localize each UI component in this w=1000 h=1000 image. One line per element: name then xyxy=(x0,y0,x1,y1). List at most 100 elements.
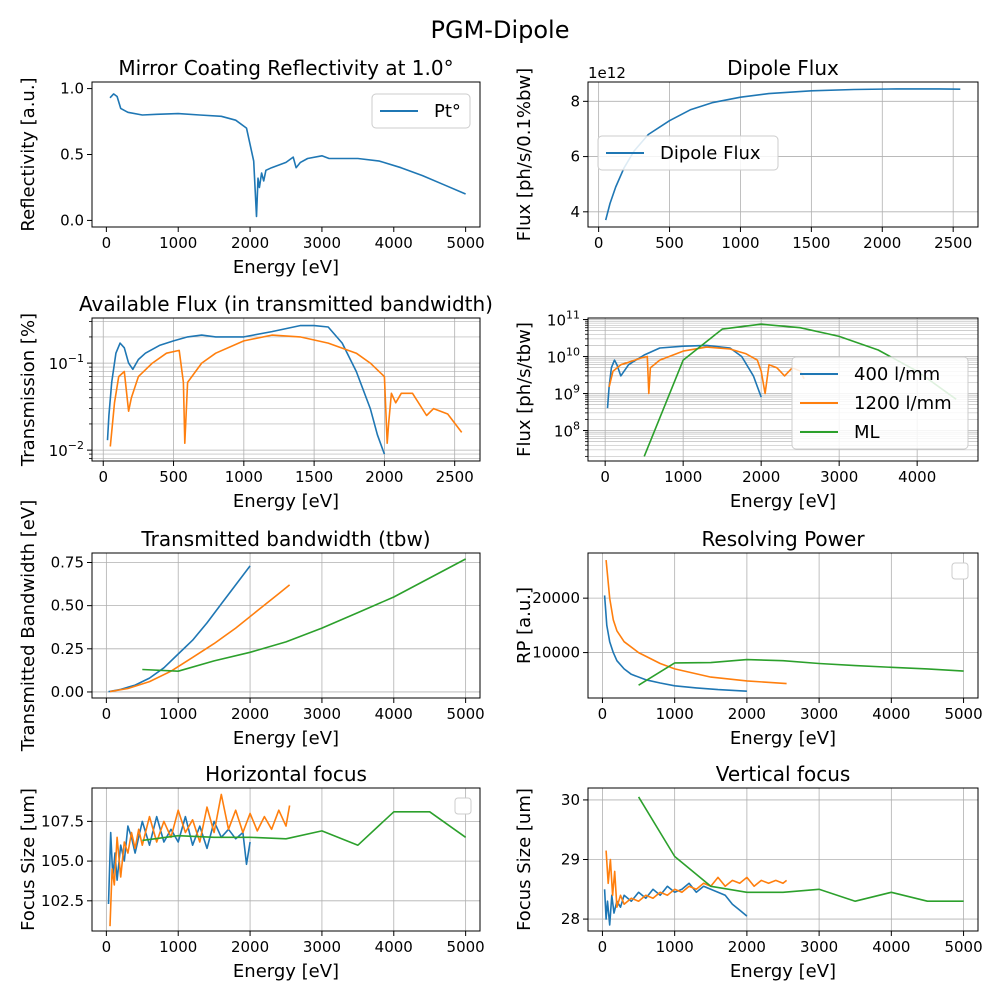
series-line-400-l-mm xyxy=(606,344,762,409)
x-tick-label: 0 xyxy=(102,938,112,956)
x-tick-label: 5000 xyxy=(944,705,982,723)
chart-vertical-focus: 0 1000 2000 3000 4000 5000 28 29 30 Vertical focu… xyxy=(514,762,983,982)
chart-available-flux: 0 500 1000 1500 2000 2500 10−2 10−1 Available Fl… xyxy=(18,292,493,512)
series-line-dipole-flux xyxy=(604,88,961,221)
x-tick-label: 0 xyxy=(102,234,112,252)
x-tick-label: 0 xyxy=(102,705,112,723)
x-tick-label: 4000 xyxy=(898,468,936,486)
x-tick-label: 500 xyxy=(159,468,188,486)
x-tick-label: 2000 xyxy=(231,938,269,956)
x-tick-label: 2000 xyxy=(863,234,901,252)
x-tick-label: 2000 xyxy=(728,705,766,723)
y-tick-label: 10000 xyxy=(532,644,580,662)
axes-frame xyxy=(91,787,481,932)
y-tick-label: 28 xyxy=(561,910,580,928)
y-tick-label: 29 xyxy=(561,851,580,869)
legend-entry: 1200 l/mm xyxy=(854,393,952,414)
grid xyxy=(92,788,480,931)
series-line-ml xyxy=(638,658,964,686)
legend-empty xyxy=(454,797,472,815)
chart-bandwidth: 0 1000 2000 3000 4000 5000 0.00 0.25 0.50 0.75 Tra… xyxy=(18,500,485,752)
axes-frame xyxy=(91,552,481,699)
x-tick-label: 2500 xyxy=(436,468,474,486)
chart-dipole-flux: 0 500 1000 1500 2000 2500 4 6 8 1e12 Dipole Flux Fl… xyxy=(514,56,979,252)
legend-box xyxy=(371,93,471,129)
x-tick-label: 3000 xyxy=(303,234,341,252)
y-axis-label: Flux [ph/s/0.1%bw] xyxy=(514,68,535,241)
x-tick-label: 3000 xyxy=(303,938,341,956)
x-tick-label: 3000 xyxy=(800,938,838,956)
legend: Dipole Flux xyxy=(597,135,779,171)
x-tick-label: 1000 xyxy=(159,234,197,252)
series-line-1200-l-mm xyxy=(605,560,787,685)
series-line-1200-l-mm xyxy=(608,346,805,395)
y-tick-label: 1010 xyxy=(547,346,580,367)
y-tick-label: 107.5 xyxy=(41,812,84,830)
chart-flux-tbw: 0 1000 2000 3000 4000 108 109 1010 1011 Energy [e… xyxy=(514,309,979,512)
x-tick-label: 0 xyxy=(598,938,608,956)
x-tick-label: 1000 xyxy=(159,938,197,956)
x-tick-label: 2000 xyxy=(231,705,269,723)
y-tick-label: 0.00 xyxy=(51,683,84,701)
y-axis-label: Flux [ph/s/tbw] xyxy=(514,322,535,457)
chart-reflectivity: 0 1000 2000 3000 4000 5000 0.0 0.5 1.0 Mirror Coa… xyxy=(18,56,485,278)
grid xyxy=(588,788,978,931)
x-tick-label: 5000 xyxy=(447,938,485,956)
figure-suptitle: PGM-Dipole xyxy=(431,16,570,44)
legend-entry: Dipole Flux xyxy=(660,143,761,164)
legend-box xyxy=(791,356,969,450)
legend-entry: 400 l/mm xyxy=(854,364,940,385)
series-line-400-l-mm xyxy=(603,595,747,692)
x-tick-label: 0 xyxy=(600,468,610,486)
y-axis-label: RP [a.u.] xyxy=(514,587,535,664)
chart-title: Mirror Coating Reflectivity at 1.0° xyxy=(118,56,453,80)
x-tick-label: 2000 xyxy=(365,468,403,486)
x-tick-label: 1000 xyxy=(225,468,263,486)
series-line-pt- xyxy=(109,93,466,218)
legend: Pt° xyxy=(371,93,471,129)
x-axis-label: Energy [eV] xyxy=(730,491,836,512)
y-tick-label: 0.50 xyxy=(51,597,84,615)
x-axis-label: Energy [eV] xyxy=(233,961,339,982)
y-tick-label: 1.0 xyxy=(60,80,84,98)
y-tick-label: 0.25 xyxy=(51,640,84,658)
x-tick-label: 0 xyxy=(598,705,608,723)
chart-title: Dipole Flux xyxy=(727,56,839,80)
x-tick-label: 4000 xyxy=(375,705,413,723)
x-tick-label: 4000 xyxy=(375,938,413,956)
x-axis-label: Energy [eV] xyxy=(730,961,836,982)
grid xyxy=(92,318,480,461)
series-line-ml xyxy=(142,811,467,846)
y-tick-label: 102.5 xyxy=(41,892,84,910)
axes-frame xyxy=(587,317,979,462)
x-tick-label: 1000 xyxy=(656,938,694,956)
x-tick-label: 5000 xyxy=(447,705,485,723)
chart-title: Horizontal focus xyxy=(205,762,367,786)
x-tick-label: 1000 xyxy=(664,468,702,486)
legend: 400 l/mm 1200 l/mm ML xyxy=(791,356,969,450)
x-tick-label: 2000 xyxy=(728,938,766,956)
y-offset-text: 1e12 xyxy=(588,64,626,82)
x-tick-label: 0 xyxy=(98,468,108,486)
x-tick-label: 2500 xyxy=(934,234,972,252)
y-tick-label: 10−2 xyxy=(49,439,84,460)
x-tick-label: 2000 xyxy=(231,234,269,252)
series-line-400-l-mm xyxy=(107,815,251,905)
x-tick-label: 4000 xyxy=(872,705,910,723)
x-tick-label: 4000 xyxy=(872,938,910,956)
series-line-1200-l-mm xyxy=(605,850,788,908)
y-tick-label: 4 xyxy=(570,203,580,221)
series-line-400-l-mm xyxy=(106,324,386,455)
grid xyxy=(588,82,978,227)
x-tick-label: 0 xyxy=(594,234,604,252)
x-tick-label: 5000 xyxy=(447,234,485,252)
series-line-ml xyxy=(142,558,466,672)
y-tick-label: 105.0 xyxy=(41,852,84,870)
legend-empty xyxy=(951,562,969,580)
x-axis-label: Energy [eV] xyxy=(233,491,339,512)
legend-entry: ML xyxy=(854,422,880,443)
y-axis-label: Focus Size [um] xyxy=(514,788,535,931)
grid xyxy=(92,553,480,698)
y-axis-label: Transmitted Bandwidth [eV] xyxy=(18,500,39,752)
